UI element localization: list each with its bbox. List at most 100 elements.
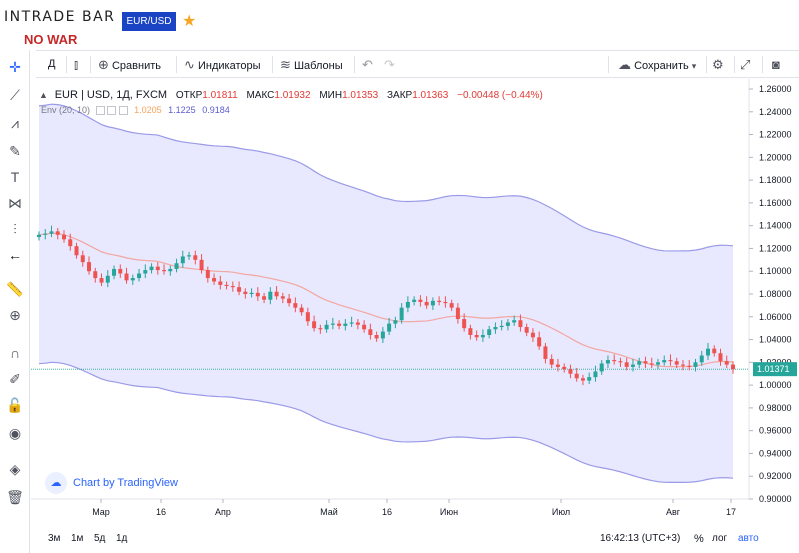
- candle-body: [312, 321, 317, 329]
- layers-icon[interactable]: ◈: [9, 461, 21, 477]
- candle-body: [568, 369, 573, 374]
- redo-icon[interactable]: ↷: [384, 57, 395, 72]
- log-scale-button[interactable]: лог: [712, 533, 728, 544]
- range-3m-button[interactable]: 3м: [48, 533, 61, 544]
- undo-icon[interactable]: ↶: [362, 57, 373, 72]
- prediction-tool-icon[interactable]: ⫶: [13, 221, 17, 237]
- brand-logo[interactable]: INTRADE BAR: [4, 9, 116, 25]
- range-5d-button[interactable]: 5д: [94, 533, 106, 544]
- collapse-legend-icon[interactable]: ▲: [39, 90, 48, 100]
- candle-body: [105, 275, 110, 283]
- candle-body: [462, 319, 467, 329]
- indicator-legend: Env (20, 10) 1.0205 1.1225 0.9184: [41, 105, 230, 116]
- candle-body: [443, 301, 448, 304]
- candle-body: [80, 255, 85, 263]
- candle-body: [162, 270, 167, 272]
- legend-high: 1.01932: [274, 90, 311, 101]
- crosshair-icon[interactable]: ✛: [9, 59, 21, 75]
- fib-tool-icon[interactable]: ⩘: [11, 115, 19, 131]
- templates-button[interactable]: ≋ Шаблоны: [280, 51, 343, 78]
- candle-body: [324, 324, 329, 330]
- envelope-basis-line: [38, 232, 734, 368]
- lock-icon[interactable]: 🔓: [6, 397, 24, 413]
- candle-body: [624, 362, 629, 367]
- candle-body: [55, 231, 60, 235]
- toolbar-divider: [762, 56, 763, 73]
- candle-body: [68, 239, 73, 247]
- star-icon[interactable]: ★: [182, 13, 197, 30]
- candle-body: [424, 301, 429, 306]
- cloud-icon: ☁: [618, 57, 631, 72]
- indicator-close-icon[interactable]: [118, 106, 128, 116]
- candle-body: [731, 364, 735, 370]
- indicators-button[interactable]: ∿ Индикаторы: [184, 51, 261, 78]
- trash-icon[interactable]: 🗑: [6, 489, 24, 505]
- back-arrow-icon[interactable]: ←: [8, 247, 22, 263]
- range-1m-button[interactable]: 1м: [71, 533, 84, 544]
- magnet-icon[interactable]: ∩: [9, 345, 21, 361]
- candle-body: [49, 231, 54, 234]
- text-tool-icon[interactable]: T: [10, 169, 20, 185]
- price-tick-label: 0.94000: [759, 448, 792, 458]
- auto-scale-button[interactable]: авто: [738, 533, 759, 544]
- indicators-label: Индикаторы: [197, 60, 261, 72]
- candle-body: [318, 328, 323, 330]
- interval-button[interactable]: Д: [48, 58, 56, 70]
- indicator-upper-value: 1.1225: [168, 105, 196, 115]
- tradingview-watermark[interactable]: ☁ Chart by TradingView: [45, 471, 195, 495]
- indicator-settings-icon[interactable]: [107, 106, 117, 116]
- save-label: Сохранить: [634, 60, 689, 72]
- candle-body: [674, 361, 679, 365]
- price-chart[interactable]: 1.26000 1.24000 1.22000 1.20000 1.18000 1.160…: [31, 79, 799, 553]
- candle-body: [237, 287, 242, 292]
- ruler-icon[interactable]: 📏: [6, 281, 24, 297]
- lock-drawing-icon[interactable]: ✐: [9, 371, 21, 387]
- percent-scale-button[interactable]: %: [694, 533, 704, 545]
- candle-body: [574, 373, 579, 379]
- brush-icon[interactable]: ✎: [9, 143, 21, 159]
- candle-body: [630, 364, 635, 367]
- time-tick-label: Мар: [92, 507, 110, 517]
- eye-icon[interactable]: ◉: [8, 425, 22, 441]
- candle-body: [605, 360, 610, 364]
- candle-body: [537, 337, 542, 347]
- toolbar-divider: [734, 56, 735, 73]
- trend-line-icon[interactable]: ⟋: [10, 87, 20, 103]
- candle-style-icon[interactable]: ⫾: [74, 57, 79, 72]
- candle-body: [668, 360, 673, 362]
- chart-toolbar: Д ⫾ ⊕ Сравнить ∿ Индикаторы ≋ Шаблоны ↶ …: [36, 50, 799, 78]
- candle-body: [418, 299, 423, 302]
- candle-body: [305, 312, 310, 322]
- legend-close: 1.01363: [412, 90, 449, 101]
- candle-body: [37, 234, 41, 238]
- zoom-in-icon[interactable]: ⊕: [9, 307, 21, 323]
- indicator-lower-value: 0.9184: [202, 105, 230, 115]
- candle-body: [93, 271, 98, 279]
- candle-body: [543, 346, 548, 359]
- symbol-selector-button[interactable]: EUR/USD: [122, 12, 176, 31]
- candle-body: [168, 268, 173, 272]
- compare-button[interactable]: ⊕ Сравнить: [98, 51, 161, 78]
- price-tick-label: 0.98000: [759, 403, 792, 413]
- clock-time[interactable]: 16:42:13 (UTC+3): [600, 533, 681, 544]
- candle-body: [505, 322, 510, 326]
- candle-body: [124, 273, 129, 281]
- indicator-eye-icon[interactable]: [95, 106, 105, 116]
- compare-plus-icon: ⊕: [98, 57, 109, 72]
- save-button[interactable]: ☁ Сохранить ▾: [618, 51, 696, 78]
- price-tick-label: 1.00000: [759, 380, 792, 390]
- candle-body: [699, 355, 704, 363]
- candle-body: [74, 246, 79, 256]
- candle-body: [474, 335, 479, 338]
- candle-body: [399, 307, 404, 321]
- camera-icon[interactable]: ◙: [772, 57, 780, 72]
- settings-gear-icon[interactable]: ⚙: [712, 57, 724, 72]
- time-tick-label: 16: [156, 507, 166, 517]
- pattern-tool-icon[interactable]: ⋈: [8, 195, 22, 211]
- candle-body: [512, 320, 517, 323]
- fullscreen-icon[interactable]: ⤢: [740, 57, 751, 72]
- chart-canvas[interactable]: 1.26000 1.24000 1.22000 1.20000 1.18000 1.160…: [31, 79, 799, 526]
- range-1d-button[interactable]: 1д: [116, 533, 128, 544]
- indicator-name[interactable]: Env (20, 10): [41, 105, 91, 115]
- candle-body: [480, 335, 485, 338]
